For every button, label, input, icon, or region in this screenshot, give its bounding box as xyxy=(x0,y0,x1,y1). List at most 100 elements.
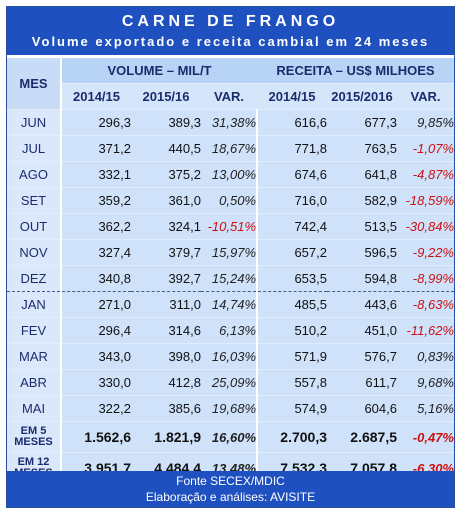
header-receita-var: VAR. xyxy=(397,83,454,110)
receita-2015-2016-cell: 443,6 xyxy=(327,291,397,318)
receita-var-cell: -30,84% xyxy=(397,213,454,240)
volume-2015-16-cell: 440,5 xyxy=(131,135,201,162)
volume-2014-15-cell: 322,2 xyxy=(61,395,131,422)
header-receita-group: RECEITA – US$ MILHOES xyxy=(257,58,454,84)
receita-var-cell: 0,83% xyxy=(397,343,454,370)
receita-2015-2016-cell: 582,9 xyxy=(327,187,397,214)
header-volume-var: VAR. xyxy=(201,83,257,110)
summary-row: EM 5 MESES 1.562,6 1.821,9 16,60% 2.700,3 2.68… xyxy=(7,421,454,453)
receita-2015-2016-cell: 513,5 xyxy=(327,213,397,240)
receita-var-cell: -1,07% xyxy=(397,135,454,162)
volume-var-cell: 0,50% xyxy=(201,187,257,214)
table-row: JUL 371,2 440,5 18,67% 771,8 763,5 -1,07% xyxy=(7,135,454,162)
receita-var-cell: -18,59% xyxy=(397,187,454,214)
summary-volume-2014-15-cell: 1.562,6 xyxy=(61,421,131,453)
receita-2014-15-cell: 616,6 xyxy=(256,109,327,136)
table-row: DEZ 340,8 392,7 15,24% 653,5 594,8 -8,99% xyxy=(7,265,454,292)
footer-credits: Elaboração e análises: AVISITE xyxy=(145,490,316,504)
receita-2015-2016-cell: 611,7 xyxy=(327,369,397,396)
table-row: JAN 271,0 311,0 14,74% 485,5 443,6 -8,63% xyxy=(7,291,454,318)
data-table: MES VOLUME – MIL/T RECEITA – US$ MILHOES… xyxy=(7,58,454,484)
receita-2014-15-cell: 742,4 xyxy=(256,213,327,240)
header-receita-2014-15: 2014/15 xyxy=(257,83,327,110)
summary-receita-2015-2016-cell: 2.687,5 xyxy=(327,421,397,453)
volume-var-cell: 18,67% xyxy=(201,135,257,162)
receita-2014-15-cell: 557,8 xyxy=(256,369,327,396)
summary-receita-2014-15-cell: 2.700,3 xyxy=(256,421,327,453)
table-row: MAR 343,0 398,0 16,03% 571,9 576,7 0,83% xyxy=(7,343,454,370)
volume-2014-15-cell: 271,0 xyxy=(61,291,131,318)
table-row: MAI 322,2 385,6 19,68% 574,9 604,6 5,16% xyxy=(7,395,454,422)
month-cell: OUT xyxy=(7,213,62,240)
volume-2015-16-cell: 392,7 xyxy=(131,265,201,292)
month-cell: SET xyxy=(7,187,62,214)
receita-2014-15-cell: 571,9 xyxy=(256,343,327,370)
header-volume-2015-16: 2015/16 xyxy=(131,83,201,110)
receita-2014-15-cell: 653,5 xyxy=(256,265,327,292)
page-title: CARNE DE FRANGO xyxy=(121,13,340,30)
volume-2015-16-cell: 311,0 xyxy=(131,291,201,318)
month-cell: JUL xyxy=(7,135,62,162)
volume-2015-16-cell: 361,0 xyxy=(131,187,201,214)
receita-2014-15-cell: 485,5 xyxy=(256,291,327,318)
receita-var-cell: -11,62% xyxy=(397,317,454,344)
volume-2014-15-cell: 330,0 xyxy=(61,369,131,396)
volume-2015-16-cell: 314,6 xyxy=(131,317,201,344)
footer-source: Fonte SECEX/MDIC xyxy=(176,474,285,488)
receita-var-cell: -9,22% xyxy=(397,239,454,266)
volume-var-cell: 6,13% xyxy=(201,317,257,344)
volume-2015-16-cell: 375,2 xyxy=(131,161,201,188)
header-mes: MES xyxy=(7,58,62,110)
month-cell: MAR xyxy=(7,343,62,370)
volume-2014-15-cell: 327,4 xyxy=(61,239,131,266)
volume-2014-15-cell: 343,0 xyxy=(61,343,131,370)
receita-2015-2016-cell: 594,8 xyxy=(327,265,397,292)
table-row: FEV 296,4 314,6 6,13% 510,2 451,0 -11,62% xyxy=(7,317,454,344)
summary-period-line2: MESES xyxy=(14,436,53,448)
page-subtitle: Volume exportado e receita cambial em 24… xyxy=(31,34,430,49)
volume-2015-16-cell: 412,8 xyxy=(131,369,201,396)
volume-var-cell: 15,97% xyxy=(201,239,257,266)
month-cell: DEZ xyxy=(7,265,62,292)
month-cell: AGO xyxy=(7,161,62,188)
receita-var-cell: 5,16% xyxy=(397,395,454,422)
volume-var-cell: 14,74% xyxy=(201,291,257,318)
volume-var-cell: 13,00% xyxy=(201,161,257,188)
receita-var-cell: -8,99% xyxy=(397,265,454,292)
header-receita-2015-2016: 2015/2016 xyxy=(327,83,397,110)
report-frame: CARNE DE FRANGO Volume exportado e recei… xyxy=(6,6,455,508)
receita-2014-15-cell: 674,6 xyxy=(256,161,327,188)
volume-2014-15-cell: 362,2 xyxy=(61,213,131,240)
month-cell: JAN xyxy=(7,291,62,318)
month-cell: NOV xyxy=(7,239,62,266)
receita-2014-15-cell: 716,0 xyxy=(256,187,327,214)
summary-volume-var-cell: 16,60% xyxy=(201,421,257,453)
header-volume-2014-15: 2014/15 xyxy=(61,83,131,110)
receita-var-cell: 9,68% xyxy=(397,369,454,396)
volume-2015-16-cell: 389,3 xyxy=(131,109,201,136)
footer: Fonte SECEX/MDIC Elaboração e análises: … xyxy=(7,471,454,507)
table-body: JUN 296,3 389,3 31,38% 616,6 677,3 9,85% JUL 371… xyxy=(7,109,454,484)
volume-2014-15-cell: 359,2 xyxy=(61,187,131,214)
volume-2015-16-cell: 385,6 xyxy=(131,395,201,422)
volume-var-cell: 25,09% xyxy=(201,369,257,396)
receita-2014-15-cell: 574,9 xyxy=(256,395,327,422)
receita-2015-2016-cell: 677,3 xyxy=(327,109,397,136)
volume-2014-15-cell: 332,1 xyxy=(61,161,131,188)
volume-var-cell: 15,24% xyxy=(201,265,257,292)
month-cell: JUN xyxy=(7,109,62,136)
volume-var-cell: 19,68% xyxy=(201,395,257,422)
table-row: ABR 330,0 412,8 25,09% 557,8 611,7 9,68% xyxy=(7,369,454,396)
receita-2014-15-cell: 510,2 xyxy=(256,317,327,344)
month-cell: FEV xyxy=(7,317,62,344)
volume-2014-15-cell: 296,4 xyxy=(61,317,131,344)
title-bar: CARNE DE FRANGO Volume exportado e recei… xyxy=(7,7,454,55)
receita-2015-2016-cell: 451,0 xyxy=(327,317,397,344)
receita-2015-2016-cell: 763,5 xyxy=(327,135,397,162)
summary-volume-2015-16-cell: 1.821,9 xyxy=(131,421,201,453)
volume-2014-15-cell: 296,3 xyxy=(61,109,131,136)
volume-2014-15-cell: 340,8 xyxy=(61,265,131,292)
summary-receita-var-cell: -0,47% xyxy=(397,421,454,453)
table-row: NOV 327,4 379,7 15,97% 657,2 596,5 -9,22% xyxy=(7,239,454,266)
receita-var-cell: -4,87% xyxy=(397,161,454,188)
